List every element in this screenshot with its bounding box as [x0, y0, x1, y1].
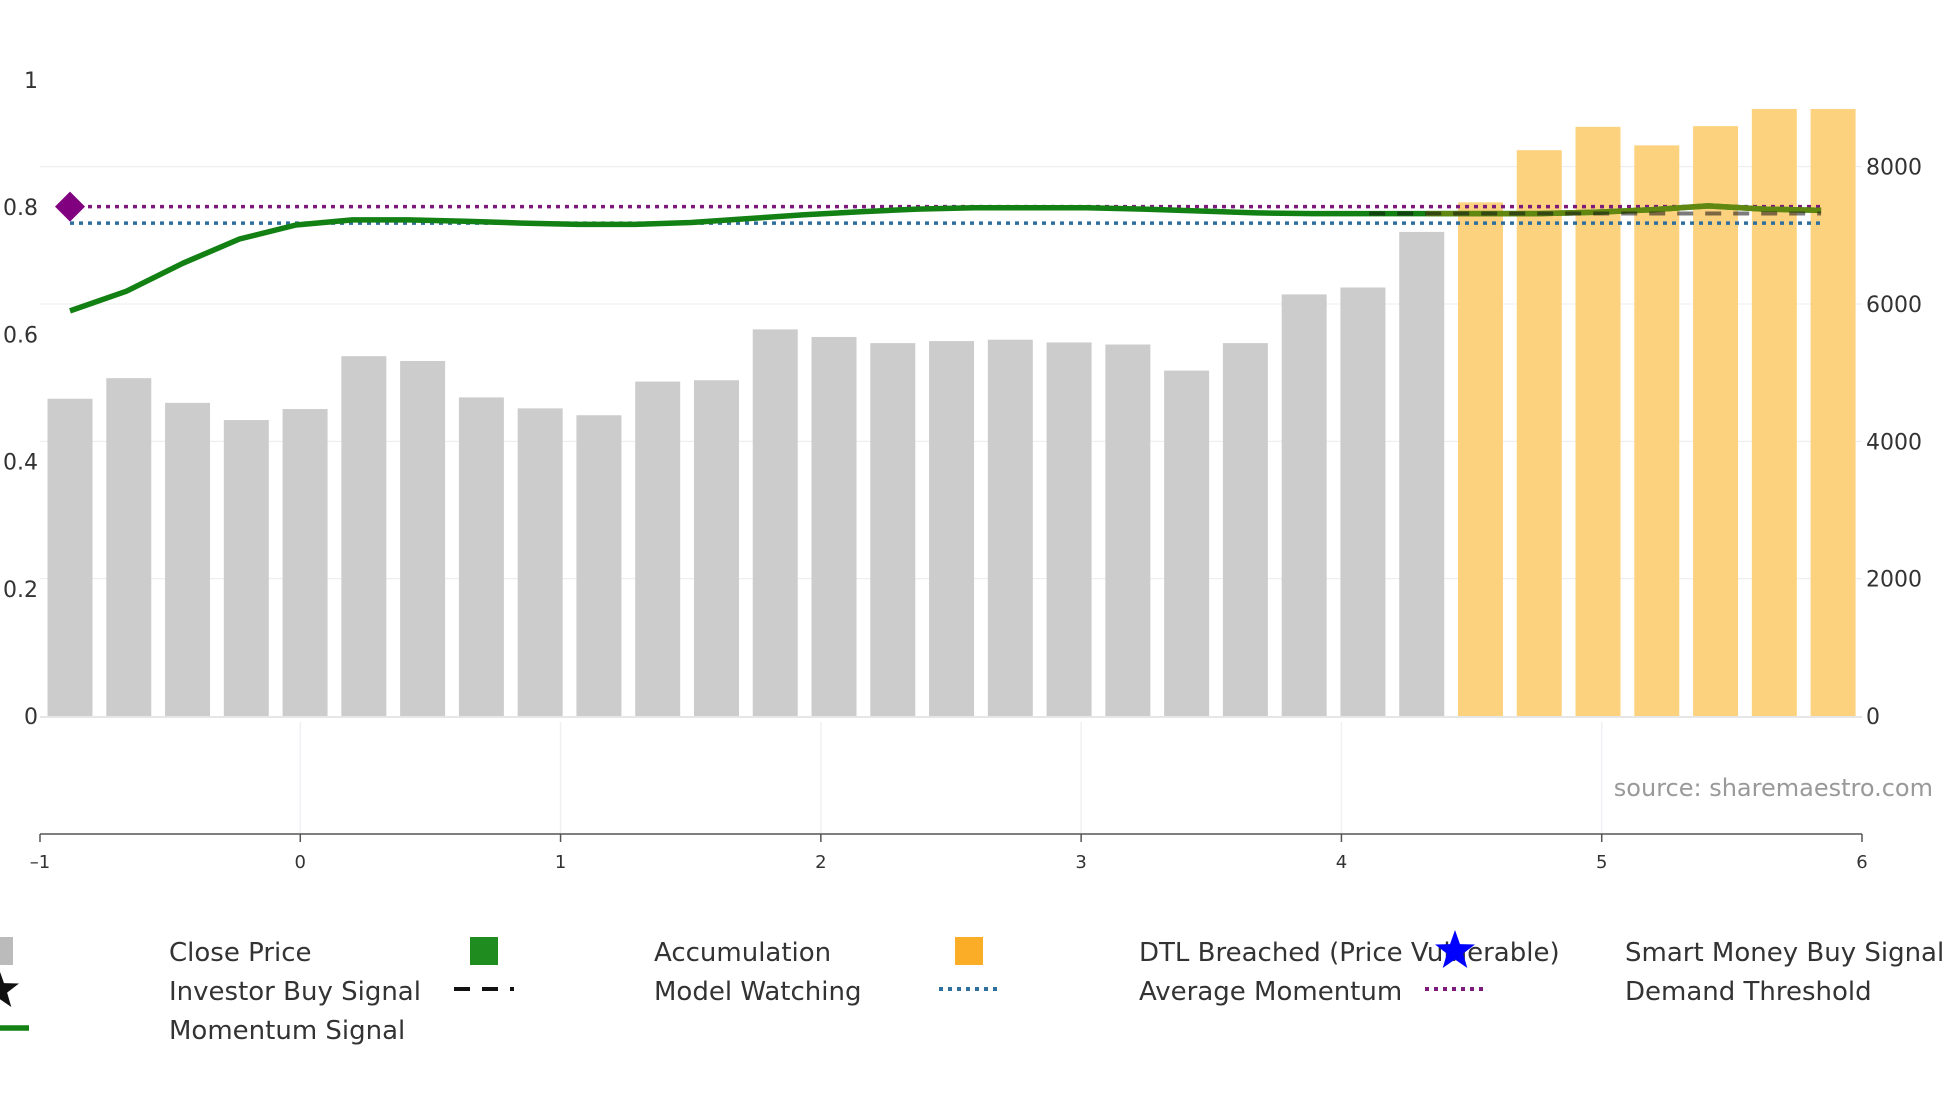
- right-tick-label-2: 4000: [1866, 430, 1922, 455]
- right-tick-label-0: 0: [1866, 705, 1880, 730]
- left-tick-label-2: 0.4: [3, 451, 38, 476]
- x-tick-label-1: 0: [295, 852, 306, 873]
- right-tick-label-1: 2000: [1866, 568, 1922, 593]
- right-tick-label-4: 8000: [1866, 156, 1922, 181]
- close-price-bar-10: [635, 381, 681, 716]
- legend-star-investor-buy-signal: [0, 971, 19, 1007]
- close-price-bar-6: [400, 360, 446, 716]
- marker-series: [55, 191, 85, 222]
- legend-label-dtl-breached-price-vulnerable: DTL Breached (Price Vulnerable): [1139, 938, 1560, 968]
- close-price-bar-14: [870, 343, 916, 716]
- close-price-bar-13: [811, 336, 857, 716]
- demand-threshold-marker-0: [55, 191, 85, 222]
- axes: 0 0.2 0.4 0.6 0.8 1 0 2000 4000 6000 8000 –1 0 1 2 3 4 5 6: [3, 69, 1922, 873]
- left-tick-label-1: 0.2: [3, 578, 38, 603]
- left-tick-label-3: 0.6: [3, 323, 38, 348]
- close-price-bar-8: [517, 408, 563, 716]
- legend: Close Price Accumulation DTL Breached (Pri…: [0, 930, 1944, 1046]
- dtl-breached-bar-26: [1575, 126, 1621, 716]
- close-price-bar-22: [1340, 287, 1386, 716]
- close-price-bar-18: [1105, 344, 1151, 716]
- close-price-bar-21: [1281, 294, 1327, 716]
- x-tick-label-7: 6: [1856, 852, 1867, 873]
- legend-label-accumulation: Accumulation: [654, 938, 831, 968]
- close-price-bar-1: [106, 378, 152, 716]
- close-price-bar-11: [693, 380, 739, 716]
- left-tick-label-4: 0.8: [3, 196, 38, 221]
- close-price-bar-19: [1164, 370, 1210, 716]
- legend-label-smart-money-buy-signal: Smart Money Buy Signal: [1625, 938, 1944, 968]
- dtl-breached-bar-29: [1751, 108, 1797, 716]
- legend-label-investor-buy-signal: Investor Buy Signal: [169, 977, 421, 1007]
- dtl-breached-bar-25: [1516, 150, 1562, 717]
- x-tick-label-3: 2: [815, 852, 826, 873]
- dtl-breached-bar-27: [1634, 145, 1680, 716]
- close-price-bar-4: [282, 409, 328, 716]
- legend-label-momentum-signal: Momentum Signal: [169, 1016, 405, 1046]
- line-series: [69, 203, 1822, 314]
- x-tick-label-6: 5: [1596, 852, 1607, 873]
- x-tick-label-4: 3: [1075, 852, 1086, 873]
- legend-label-average-momentum: Average Momentum: [1139, 977, 1402, 1007]
- x-tick-label-5: 4: [1336, 852, 1347, 873]
- left-tick-label-5: 1: [24, 69, 38, 94]
- close-price-bar-3: [223, 420, 269, 716]
- legend-label-demand-threshold: Demand Threshold: [1625, 977, 1872, 1007]
- dtl-breached-bar-30: [1810, 108, 1856, 716]
- left-tick-label-0: 0: [24, 705, 38, 730]
- close-price-bar-9: [576, 415, 622, 716]
- close-price-bar-0: [47, 398, 93, 716]
- bar-series: [47, 108, 1856, 717]
- legend-label-model-watching: Model Watching: [654, 977, 861, 1007]
- close-price-bar-7: [458, 397, 504, 716]
- legend-label-close-price: Close Price: [169, 938, 312, 968]
- close-price-bar-2: [165, 402, 211, 716]
- legend-star-smart-money-buy-signal: [1435, 930, 1475, 968]
- close-price-bar-5: [341, 356, 387, 716]
- close-price-bar-12: [752, 329, 798, 716]
- legend-swatch-accumulation: [470, 937, 498, 965]
- x-tick-label-0: –1: [30, 852, 50, 873]
- close-price-bar-17: [1046, 342, 1092, 716]
- legend-swatch-close-price: [0, 937, 13, 965]
- close-price-bar-15: [929, 341, 975, 716]
- close-price-bar-16: [987, 339, 1033, 716]
- source-label: source: sharemaestro.com: [1614, 774, 1933, 802]
- close-price-bar-23: [1399, 231, 1445, 717]
- close-price-bar-20: [1222, 343, 1268, 716]
- legend-swatch-dtl-breached-price-vulnerable: [955, 937, 983, 965]
- dtl-breached-bar-24: [1457, 202, 1503, 717]
- right-tick-label-3: 6000: [1866, 293, 1922, 318]
- x-tick-label-2: 1: [555, 852, 566, 873]
